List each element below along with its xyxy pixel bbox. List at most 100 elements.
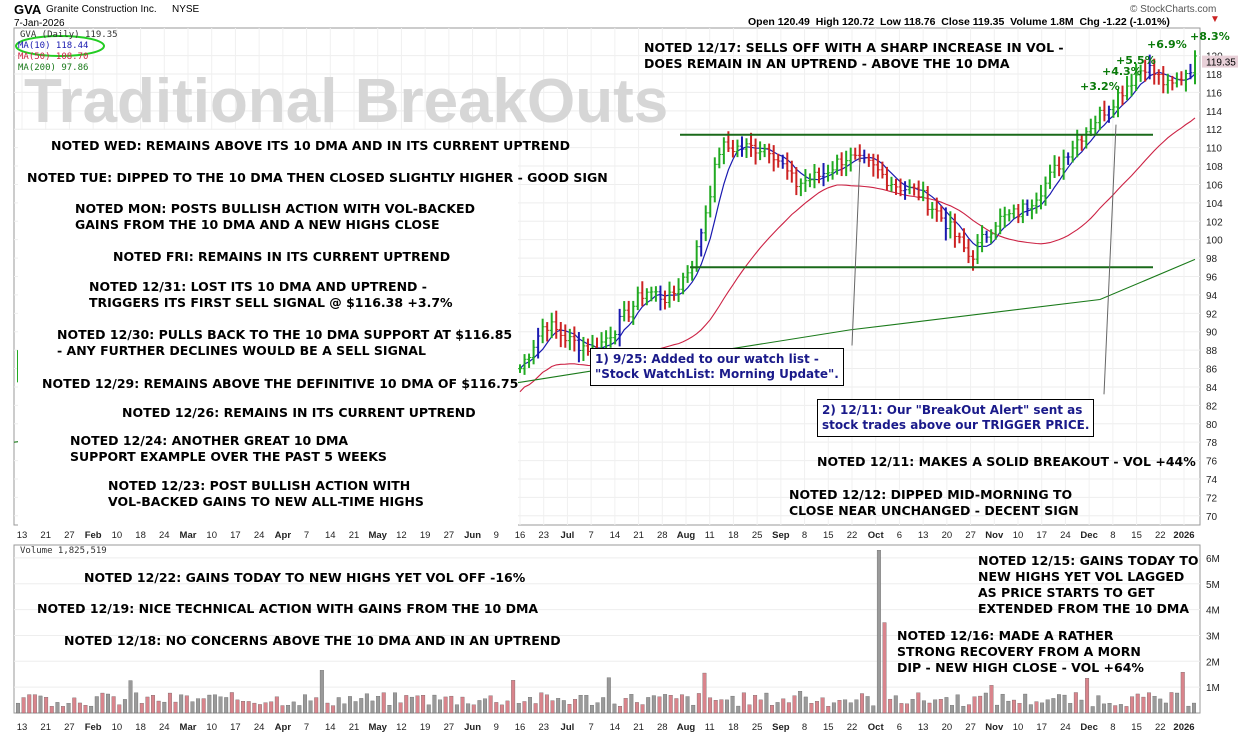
volume-bar: [426, 704, 431, 714]
volume-bar: [831, 702, 836, 714]
x-tick-label-bottom: 8: [1110, 722, 1115, 733]
x-tick-label-bottom: 10: [1013, 722, 1024, 733]
x-tick-label-top: 21: [349, 530, 360, 541]
x-tick-label-bottom: 16: [515, 722, 526, 733]
x-tick-label-top: 7: [304, 530, 309, 541]
volume-bar: [691, 704, 696, 714]
volume-bar: [224, 697, 229, 714]
volume-bar: [1034, 701, 1039, 714]
volume-bar: [674, 698, 679, 714]
volume-bar: [381, 692, 386, 714]
note-1212-line1: NOTED 12/12: DIPPED MID-MORNING TO: [789, 487, 1073, 502]
volume-bar: [820, 697, 825, 714]
note-1217-line1: NOTED 12/17: SELLS OFF WITH A SHARP INCR…: [644, 40, 1064, 55]
volume-bar: [179, 694, 184, 714]
volume-bar: [117, 704, 122, 714]
volume-bar: [55, 702, 60, 714]
volume-bar: [646, 697, 651, 714]
volume-bar: [550, 700, 555, 714]
volume-bar: [184, 695, 189, 714]
x-tick-label-bottom: 24: [254, 722, 265, 733]
volume-tick-label: 6M: [1206, 554, 1220, 565]
volume-bar: [207, 694, 212, 714]
callout-watchlist-line2: "Stock WatchList: Morning Update".: [595, 367, 839, 381]
volume-bar: [134, 692, 139, 714]
x-tick-label-top: 21: [40, 530, 51, 541]
volume-bar: [1040, 702, 1045, 714]
volume-bar: [1124, 706, 1129, 714]
volume-bar: [1180, 672, 1185, 714]
company-name: Granite Construction Inc.: [46, 4, 157, 15]
volume-bar: [488, 695, 493, 714]
x-tick-label-bottom: Dec: [1080, 722, 1097, 733]
volume-bar: [269, 701, 274, 714]
volume-bar: [815, 701, 819, 714]
ma10-highlight-circle: [15, 35, 105, 57]
x-tick-label-top: 22: [1155, 530, 1166, 541]
x-tick-label-top: 18: [135, 530, 146, 541]
price-tick-label: 94: [1206, 291, 1218, 302]
volume-bar: [364, 693, 369, 714]
x-tick-label-bottom: Jun: [464, 722, 481, 733]
legend-ma10: MA(10) 118.44: [18, 41, 89, 51]
volume-bar: [297, 705, 302, 714]
volume-bar: [809, 703, 814, 714]
legend-volume: Volume 1,825,519: [20, 546, 107, 556]
x-tick-label-bottom: 22: [847, 722, 858, 733]
x-tick-label-top: 24: [254, 530, 265, 541]
price-tick-label: 86: [1206, 365, 1218, 376]
volume-bar: [173, 701, 178, 714]
price-tick-label: 106: [1206, 180, 1223, 191]
price-bars: [17, 50, 1197, 383]
volume-bar: [342, 703, 347, 714]
volume-bar: [702, 672, 707, 714]
x-tick-label-bottom: 24: [159, 722, 170, 733]
volume-bar: [466, 703, 471, 714]
last-price-label: 119.35: [1206, 58, 1236, 69]
x-tick-label-top: Jun: [464, 530, 481, 541]
price-tick-label: 72: [1206, 493, 1218, 504]
note-1215-line2: NEW HIGHS YET VOL LAGGED: [978, 569, 1185, 584]
x-tick-label-top: 18: [728, 530, 739, 541]
volume-bar: [376, 696, 381, 714]
last-price-tag: [1202, 55, 1238, 68]
volume-bar: [111, 696, 116, 714]
volume-bar: [348, 696, 352, 714]
callout-leader-2: [1103, 124, 1117, 395]
price-tick-label: 114: [1206, 107, 1222, 118]
x-tick-label-top: 13: [918, 530, 929, 541]
volume-bar: [612, 703, 617, 714]
volume-bar: [460, 696, 465, 714]
volume-bar: [966, 704, 971, 714]
note-1215-line1: NOTED 12/15: GAINS TODAY TO: [978, 553, 1199, 568]
volume-bar: [573, 699, 578, 714]
volume-bar: [786, 702, 791, 714]
x-tick-label-bottom: Sep: [772, 722, 790, 733]
volume-bar: [1192, 702, 1196, 714]
volume-bar: [921, 700, 926, 714]
volume-bar: [122, 699, 127, 714]
price-tick-label: 96: [1206, 273, 1218, 284]
volume-bar: [1045, 699, 1050, 714]
x-tick-label-bottom: 7: [588, 722, 593, 733]
x-tick-label-bottom: 8: [802, 722, 807, 733]
volume-bar: [978, 695, 983, 714]
volume-bar: [871, 705, 876, 714]
x-tick-label-top: 7: [588, 530, 593, 541]
volume-bar: [274, 696, 279, 714]
volume-bar: [668, 695, 673, 714]
volume-bar: [1000, 693, 1005, 714]
note-1230-line1: NOTED 12/30: PULLS BACK TO THE 10 DMA SU…: [57, 327, 513, 342]
volume-bar: [471, 704, 476, 714]
volume-bar: [736, 705, 741, 714]
volume-bar: [291, 701, 296, 714]
x-tick-label-top: 14: [325, 530, 336, 541]
x-tick-label-bottom: 18: [135, 722, 146, 733]
volume-bar: [235, 699, 240, 714]
volume-bar: [241, 701, 246, 714]
volume-tick-label: 5M: [1206, 580, 1220, 591]
volume-bar: [449, 695, 454, 714]
volume-bar: [308, 700, 313, 714]
volume-bar: [651, 695, 656, 714]
note-1216-line3: DIP - NEW HIGH CLOSE - VOL +64%: [897, 660, 1144, 675]
